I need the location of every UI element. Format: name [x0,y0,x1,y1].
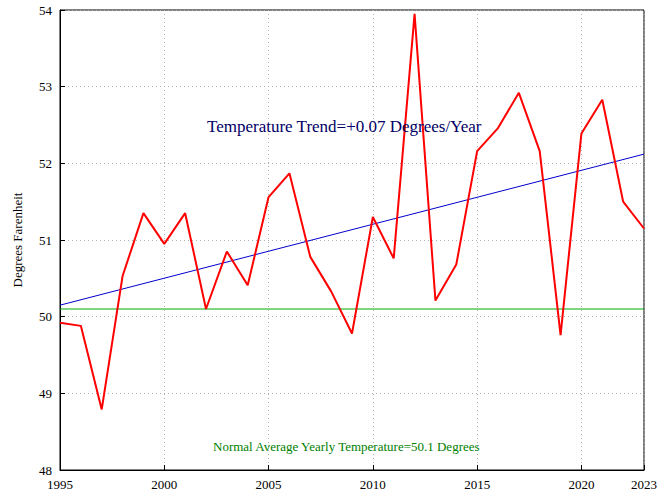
svg-text:48: 48 [39,463,52,478]
svg-text:49: 49 [39,386,52,401]
svg-text:51: 51 [39,233,52,248]
svg-text:2010: 2010 [360,477,386,492]
svg-text:2015: 2015 [464,477,490,492]
svg-text:53: 53 [39,79,52,94]
svg-text:2020: 2020 [568,477,594,492]
svg-text:2000: 2000 [151,477,177,492]
svg-text:2023: 2023 [631,477,657,492]
svg-text:52: 52 [39,156,52,171]
svg-text:50: 50 [39,309,52,324]
svg-text:2005: 2005 [256,477,282,492]
svg-text:Temperature Trend=+0.07 Degree: Temperature Trend=+0.07 Degrees/Year [207,117,482,136]
svg-text:Degrees Farenheit: Degrees Farenheit [10,192,25,287]
svg-text:1995: 1995 [47,477,73,492]
svg-text:Normal Average Yearly Temperat: Normal Average Yearly Temperature=50.1 D… [213,439,480,454]
svg-text:54: 54 [39,3,53,18]
